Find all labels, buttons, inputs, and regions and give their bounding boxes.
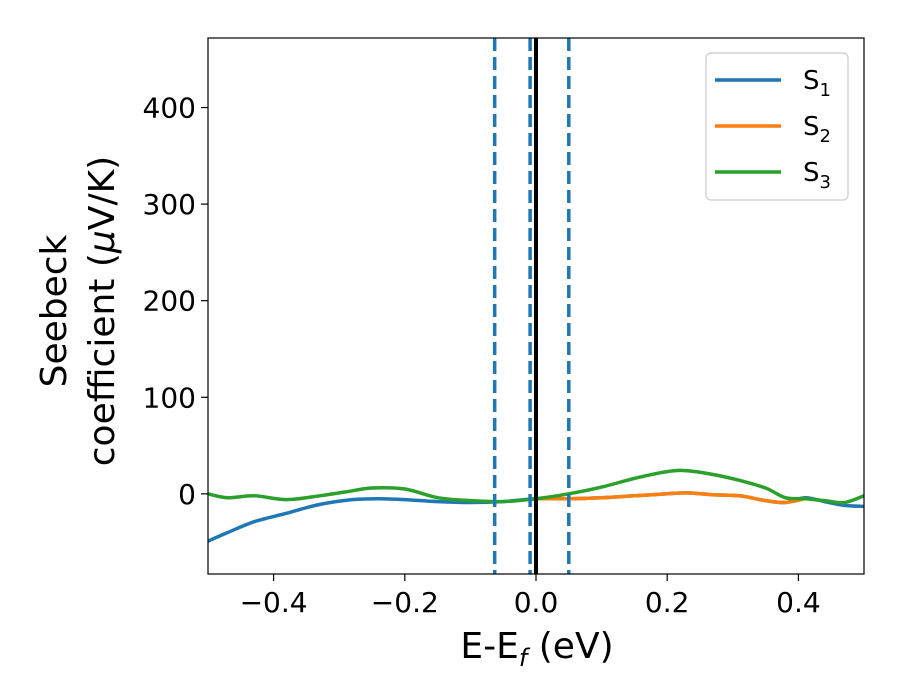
y-axis-title-line1: Seebeck <box>34 234 75 387</box>
y-axis-title-line2: coefficient (μV/K) <box>82 156 123 466</box>
legend-label-s3: S3 <box>803 158 831 193</box>
x-tick-label: −0.4 <box>240 586 308 619</box>
legend-label-s1: S1 <box>803 66 831 101</box>
y-axis-title: Seebeck coefficient (μV/K) <box>34 156 123 466</box>
x-tick-label: 0.2 <box>645 586 690 619</box>
y-axis-title-mu: μ <box>82 230 123 254</box>
x-axis-title-main: E-E <box>460 626 518 667</box>
vline-layer <box>492 38 571 574</box>
y-tick-label: 100 <box>143 381 196 414</box>
x-axis-title: E-Ef (eV) <box>460 626 613 672</box>
x-tick-label: 0.4 <box>776 586 821 619</box>
y-tick-label: 200 <box>143 285 196 318</box>
legend: S1 S2 S3 <box>705 52 849 201</box>
x-tick-label: −0.2 <box>371 586 439 619</box>
legend-label-s2: S2 <box>803 112 831 147</box>
x-axis-ticks: −0.4 −0.2 0.0 0.2 0.4 <box>240 574 821 619</box>
x-tick-label: 0.0 <box>514 586 559 619</box>
y-tick-label: 0 <box>178 478 196 511</box>
series-line-s2 <box>534 491 807 505</box>
y-axis-ticks: 0 100 200 300 400 <box>143 92 208 511</box>
y-axis-title-unit: V/K) <box>82 156 123 230</box>
series-line-s3 <box>208 468 864 505</box>
x-axis-title-unit: (eV) <box>527 626 613 667</box>
y-tick-label: 300 <box>143 188 196 221</box>
y-tick-label: 400 <box>143 92 196 125</box>
y-axis-title-text: coefficient ( <box>82 253 123 466</box>
